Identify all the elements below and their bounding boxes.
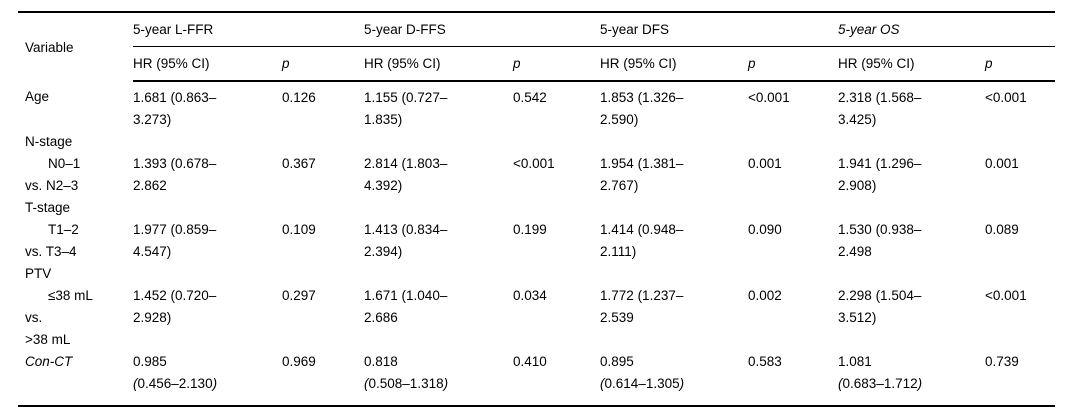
hr-ci-cell: 2.814 (1.803– 4.392)	[364, 156, 448, 193]
hr-ci-cell: 1.681 (0.863– 3.273)	[133, 90, 217, 127]
variable-cell: ≤38 mL vs. >38 mL	[25, 288, 93, 347]
p-value-cell: 0.199	[513, 222, 547, 237]
variable-cell: Age	[25, 89, 50, 104]
variable-cell: PTV	[25, 266, 52, 281]
hr-ci-cell: 1.530 (0.938– 2.498	[838, 222, 922, 259]
p-value-cell: 0.542	[513, 90, 547, 105]
group-header-os: 5-year OS	[838, 12, 1056, 47]
hr-ci-cell: 0.895 (0.614–1.305)	[600, 354, 685, 391]
table-header: Variable 5-year L-FFR 5-year D-FFS 5-yea…	[18, 12, 1056, 82]
hr-ci-cell: 1.155 (0.727– 1.835)	[364, 90, 448, 127]
p-value-cell: 0.090	[748, 222, 782, 237]
p-value-cell: <0.001	[985, 288, 1027, 303]
p-value-cell: 0.089	[985, 222, 1019, 237]
p-value-cell: 0.001	[748, 156, 782, 171]
table-row: Age 1.681 (0.863– 3.273) 0.126 1.155 (0.727–…	[18, 81, 1055, 131]
p-value-cell: 0.034	[513, 288, 547, 303]
section-row: N-stage	[18, 131, 1055, 153]
table-row: ≤38 mL vs. >38 mL 1.452 (0.720– 2.928) 0.297 1…	[18, 285, 1055, 351]
p-value-cell: 0.969	[282, 354, 316, 369]
hr-ci-cell: 1.853 (1.326– 2.590)	[600, 90, 684, 127]
group-header-dfs: 5-year DFS	[600, 12, 839, 47]
p-value-cell: <0.001	[513, 156, 555, 171]
hr-ci-cell: 1.671 (1.040– 2.686	[364, 288, 448, 325]
hr-ci-cell: 1.941 (1.296– 2.908)	[838, 156, 922, 193]
variable-cell: T1–2 vs. T3–4	[25, 222, 79, 259]
hr-ci-cell: 1.452 (0.720– 2.928)	[133, 288, 217, 325]
column-header-variable: Variable	[25, 39, 74, 55]
section-row: T-stage	[18, 197, 1055, 219]
subheader-hr: HR (95% CI)	[364, 46, 514, 82]
subheader-p: p	[748, 46, 839, 82]
hr-ci-cell: 1.954 (1.381– 2.767)	[600, 156, 684, 193]
subheader-hr: HR (95% CI)	[133, 46, 282, 82]
p-value-cell: 0.126	[282, 90, 316, 105]
group-header-row: Variable 5-year L-FFR 5-year D-FFS 5-yea…	[18, 12, 1056, 55]
subheader-p: p	[282, 46, 365, 82]
hr-ci-cell: 1.081 (0.683–1.712)	[838, 354, 923, 391]
hr-ci-cell: 1.414 (0.948– 2.111)	[600, 222, 684, 259]
p-value-cell: 0.109	[282, 222, 316, 237]
group-header-lffr: 5-year L-FFR	[133, 12, 365, 47]
variable-cell: N-stage	[25, 134, 73, 149]
p-value-cell: 0.367	[282, 156, 316, 171]
variable-cell: T-stage	[25, 200, 71, 215]
hr-ci-cell: 0.985 (0.456–2.130)	[133, 354, 218, 391]
p-value-cell: 0.583	[748, 354, 782, 369]
section-row: PTV	[18, 263, 1055, 285]
hazard-ratio-table: Variable 5-year L-FFR 5-year D-FFS 5-yea…	[18, 11, 1056, 407]
p-value-cell: 0.739	[985, 354, 1019, 369]
group-header-dffs: 5-year D-FFS	[364, 12, 601, 47]
p-value-cell: 0.297	[282, 288, 316, 303]
empty-cell	[133, 197, 1055, 219]
subheader-hr: HR (95% CI)	[838, 46, 986, 82]
subheader-p: p	[513, 46, 601, 82]
empty-cell	[133, 263, 1055, 285]
hr-ci-cell: 1.413 (0.834– 2.394)	[364, 222, 448, 259]
p-value-cell: <0.001	[985, 90, 1027, 105]
p-value-cell: 0.002	[748, 288, 782, 303]
p-value-cell: 0.001	[985, 156, 1019, 171]
table-row: Con-CT 0.985 (0.456–2.130) 0.969 0.818 (0.508…	[18, 351, 1055, 406]
p-value-cell: <0.001	[748, 90, 790, 105]
hr-ci-cell: 0.818 (0.508–1.318)	[364, 354, 449, 391]
empty-cell	[133, 131, 1055, 153]
table-row: N0–1 vs. N2–3 1.393 (0.678– 2.862 0.367 2.814…	[18, 153, 1055, 197]
hr-ci-cell: 2.298 (1.504– 3.512)	[838, 288, 922, 325]
subheader-p: p	[985, 46, 1056, 82]
hr-ci-cell: 1.977 (0.859– 4.547)	[133, 222, 217, 259]
subheader-hr: HR (95% CI)	[600, 46, 749, 82]
variable-cell: N0–1 vs. N2–3	[25, 156, 81, 193]
hr-ci-cell: 1.772 (1.237– 2.539	[600, 288, 684, 325]
table-body: Age 1.681 (0.863– 3.273) 0.126 1.155 (0.727–…	[18, 81, 1055, 406]
hr-ci-cell: 1.393 (0.678– 2.862	[133, 156, 217, 193]
table-row: T1–2 vs. T3–4 1.977 (0.859– 4.547) 0.109 1.41…	[18, 219, 1055, 263]
subheader-row: HR (95% CI) p HR (95% CI) p HR (95% CI) …	[18, 46, 1056, 82]
variable-cell: Con-CT	[25, 354, 73, 369]
hr-ci-cell: 2.318 (1.568– 3.425)	[838, 90, 922, 127]
p-value-cell: 0.410	[513, 354, 547, 369]
